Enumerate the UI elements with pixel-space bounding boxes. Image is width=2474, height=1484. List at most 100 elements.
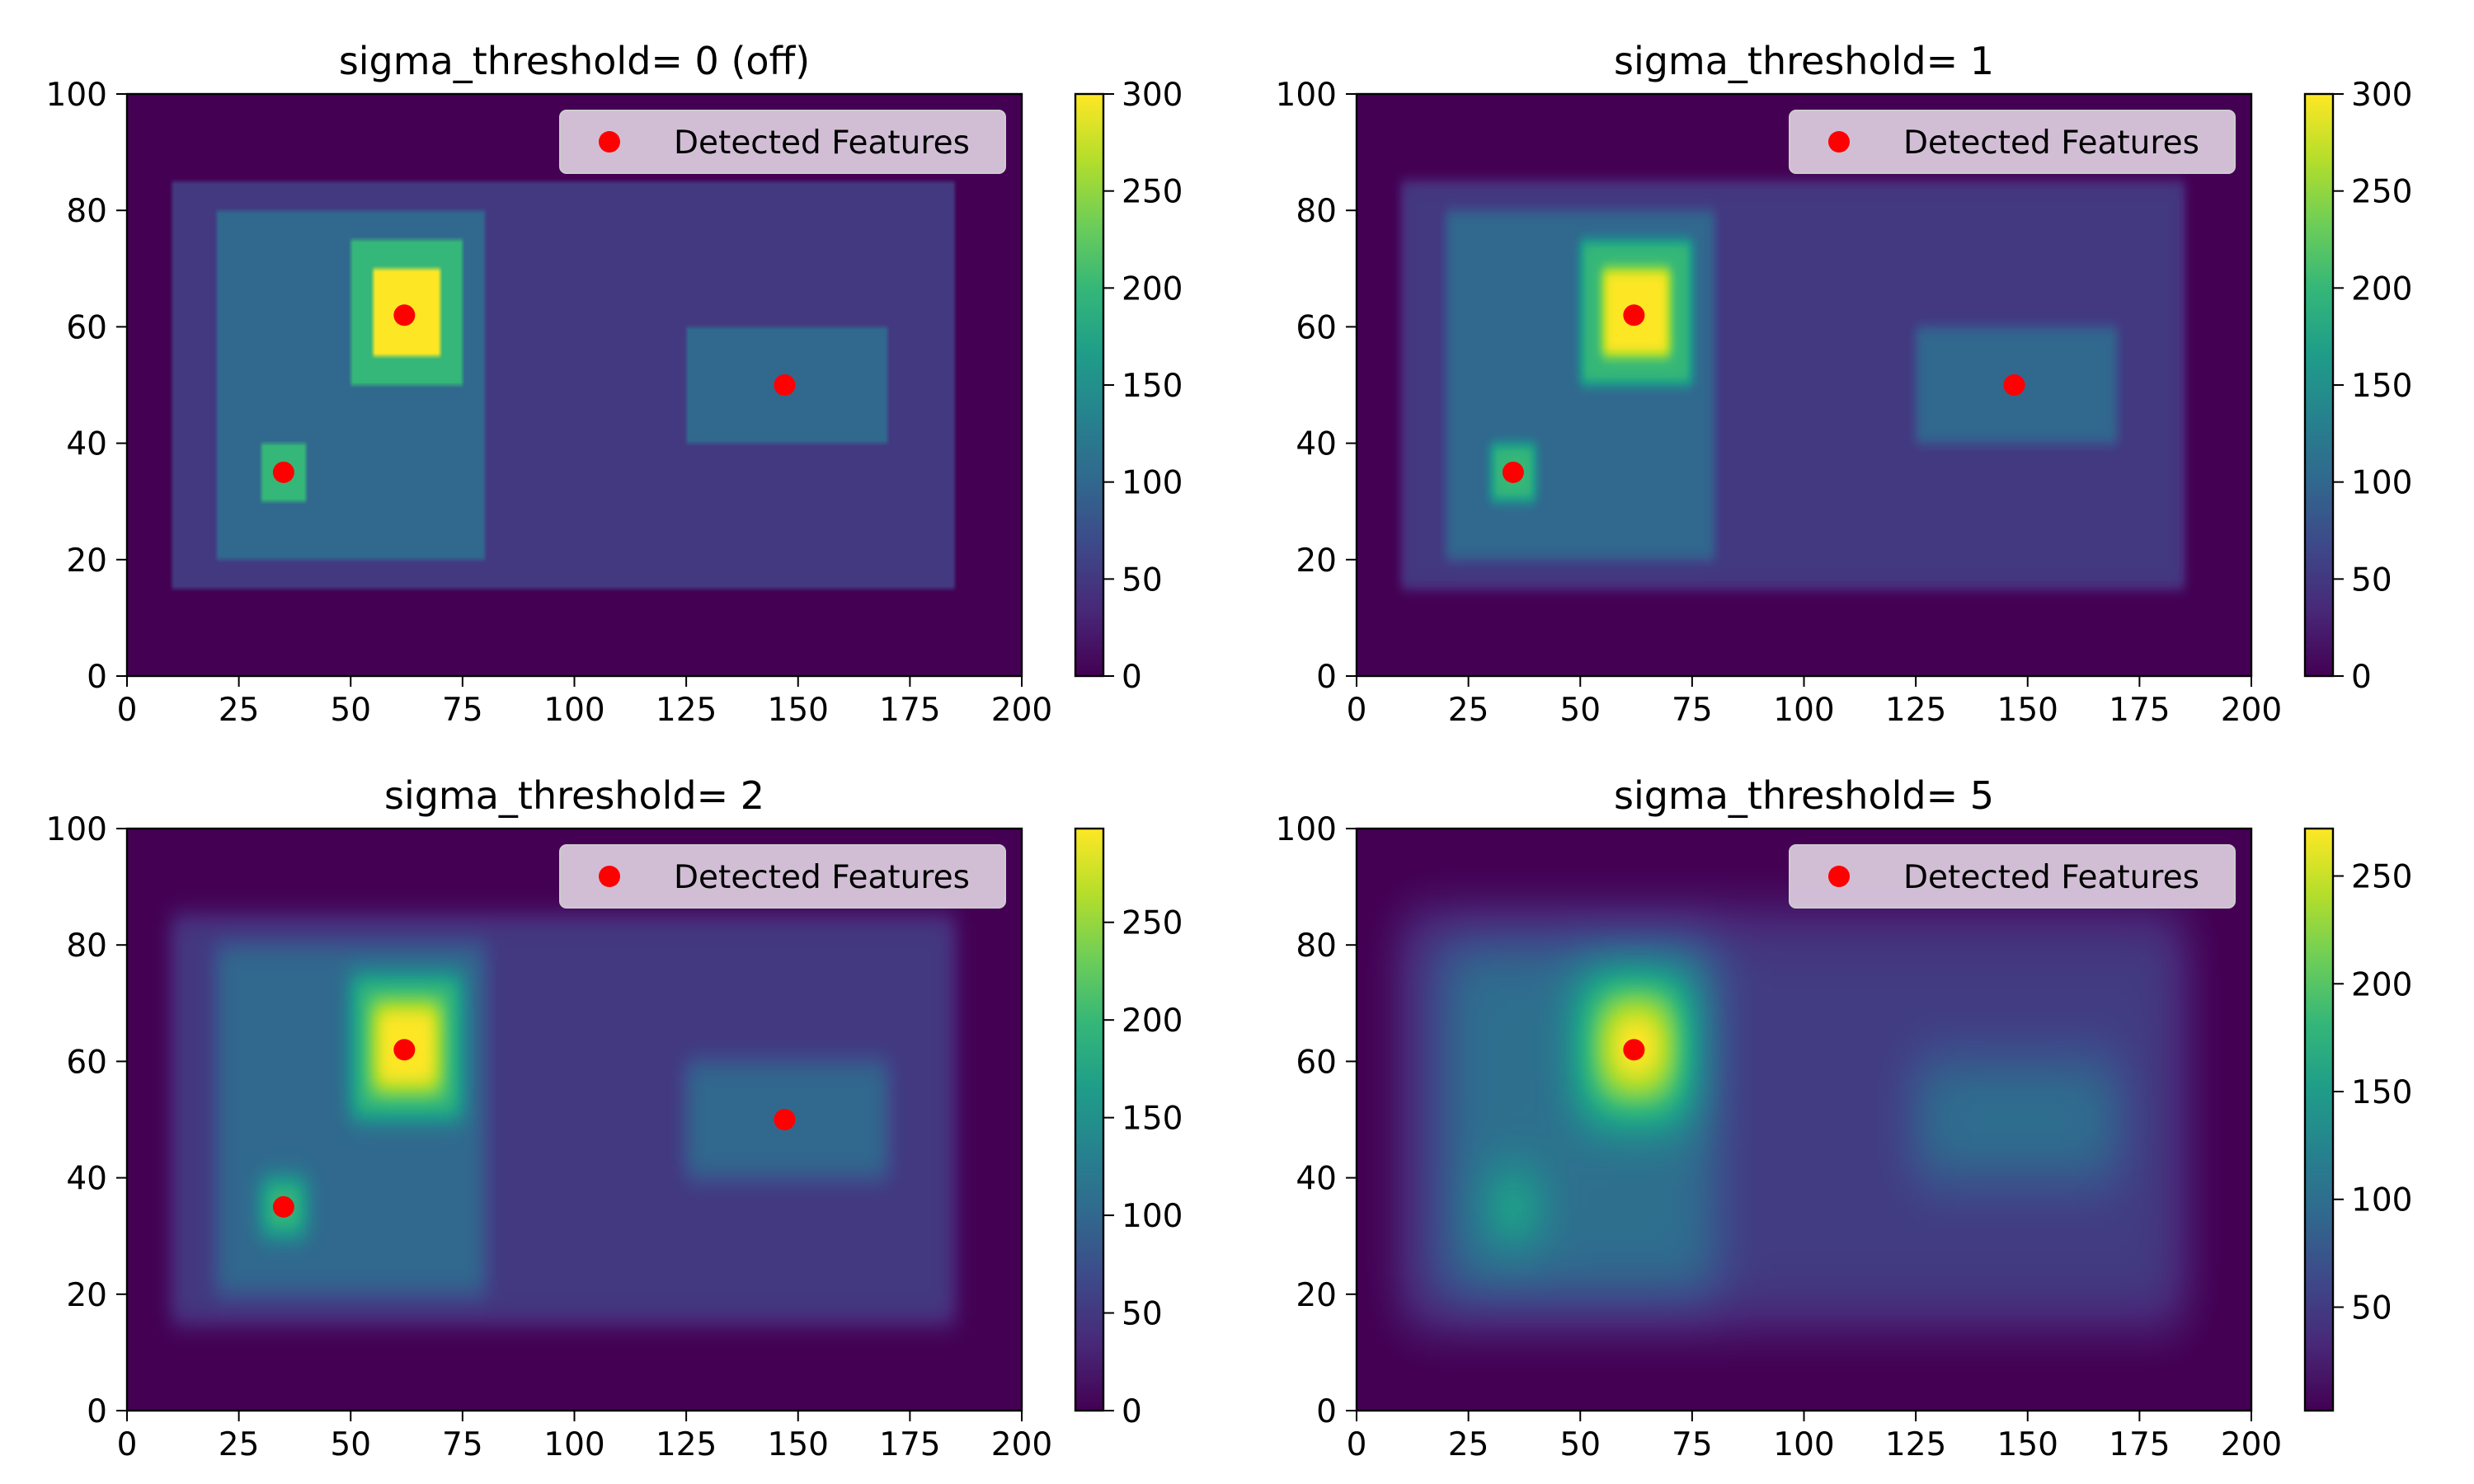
colorbar-tick-label: 300 [1122, 77, 1183, 114]
colorbar: 0 50 100 150 200 250 300 [2303, 77, 2412, 696]
heatmap-panel: sigma_threshold= 50 25 50 75 100 125 150 175 200… [1276, 773, 2413, 1463]
feature-marker [774, 374, 796, 396]
colorbar: 50 100 150 200 250 [2303, 827, 2412, 1412]
legend: Detected Features [559, 844, 1006, 909]
legend-label: Detected Features [674, 124, 970, 162]
colorbar-tick-label: 100 [1122, 1198, 1183, 1235]
colorbar-tick-label: 0 [1122, 1393, 1142, 1430]
x-tick-label: 175 [2109, 1426, 2170, 1463]
x-tick-label: 25 [219, 1426, 260, 1463]
x-tick-label: 175 [879, 1426, 940, 1463]
y-tick-label: 0 [1316, 1393, 1337, 1430]
x-tick-label: 175 [879, 692, 940, 729]
colorbar-tick-label: 200 [1122, 270, 1183, 308]
legend-box [559, 110, 1006, 174]
colorbar-tick-label: 200 [2351, 270, 2412, 308]
feature-marker [272, 1195, 294, 1218]
colorbar-frame [1074, 827, 1105, 1412]
x-tick-label: 50 [330, 1426, 371, 1463]
y-tick-label: 100 [1276, 811, 1337, 848]
x-tick-label: 200 [2221, 692, 2282, 729]
x-tick-label: 125 [1885, 1426, 1946, 1463]
x-tick-label: 25 [1448, 692, 1489, 729]
x-tick-label: 100 [543, 692, 604, 729]
y-tick-label: 20 [1296, 1277, 1337, 1314]
feature-marker [393, 1039, 416, 1061]
y-tick-label: 0 [1316, 659, 1337, 696]
x-tick-label: 75 [1672, 1426, 1713, 1463]
x-tick-label: 75 [1672, 692, 1713, 729]
heatmap-panel: sigma_threshold= 10 25 50 75 100 125 150 175 200… [1276, 39, 2413, 729]
colorbar-tick-label: 150 [1122, 368, 1183, 405]
colorbar-frame [2303, 827, 2335, 1412]
x-tick-label: 75 [442, 692, 483, 729]
x-tick-label: 200 [991, 1426, 1052, 1463]
legend-marker [1828, 131, 1850, 153]
x-tick-label: 125 [656, 1426, 717, 1463]
x-tick-label: 0 [1347, 692, 1367, 729]
feature-marker [272, 461, 294, 483]
legend-label: Detected Features [1903, 859, 2199, 896]
colorbar-tick-label: 150 [2351, 1074, 2412, 1111]
colorbar: 0 50 100 150 200 250 300 [1074, 77, 1183, 696]
heatmap-image [127, 829, 1022, 1411]
legend-box [559, 844, 1006, 909]
x-tick-label: 100 [1773, 1426, 1834, 1463]
colorbar-tick-label: 300 [2351, 77, 2412, 114]
colorbar-tick-label: 50 [2351, 1289, 2392, 1327]
y-tick-label: 60 [1296, 309, 1337, 346]
y-tick-label: 80 [66, 193, 107, 230]
x-tick-label: 100 [1773, 692, 1834, 729]
x-tick-label: 125 [1885, 692, 1946, 729]
colorbar-tick-label: 250 [1122, 905, 1183, 942]
colorbar-tick-label: 150 [2351, 368, 2412, 405]
heatmap-image [1357, 94, 2251, 676]
colorbar-tick-label: 100 [2351, 1182, 2412, 1219]
legend-box [1789, 844, 2236, 909]
colorbar-tick-label: 250 [2351, 174, 2412, 211]
y-tick-label: 60 [1296, 1044, 1337, 1081]
heatmap-panel: sigma_threshold= 20 25 50 75 100 125 150 175 200… [46, 773, 1183, 1463]
x-tick-label: 0 [117, 1426, 138, 1463]
y-tick-label: 60 [66, 309, 107, 346]
x-tick-label: 25 [219, 692, 260, 729]
legend: Detected Features [559, 110, 1006, 174]
colorbar-tick-label: 250 [1122, 174, 1183, 211]
colorbar-gradient [1075, 829, 1103, 1411]
y-tick-label: 0 [87, 1393, 107, 1430]
feature-marker [393, 304, 416, 326]
x-tick-label: 200 [991, 692, 1052, 729]
heatmap-image [127, 94, 1022, 676]
x-tick-label: 75 [442, 1426, 483, 1463]
feature-marker [774, 1109, 796, 1130]
legend: Detected Features [1789, 110, 2236, 174]
x-tick-label: 0 [1347, 1426, 1367, 1463]
x-tick-label: 100 [543, 1426, 604, 1463]
x-tick-label: 50 [1559, 692, 1601, 729]
y-tick-label: 20 [1296, 542, 1337, 580]
x-tick-label: 50 [1559, 1426, 1601, 1463]
y-tick-label: 40 [1296, 426, 1337, 463]
x-tick-label: 150 [768, 692, 829, 729]
y-tick-label: 20 [66, 542, 107, 580]
legend-label: Detected Features [1903, 124, 2199, 162]
colorbar-tick-label: 100 [2351, 465, 2412, 502]
y-tick-label: 80 [1296, 193, 1337, 230]
x-tick-label: 150 [1997, 692, 2058, 729]
legend-label: Detected Features [674, 859, 970, 896]
legend-marker [599, 131, 620, 153]
legend-box [1789, 110, 2236, 174]
colorbar-tick-label: 200 [1122, 1003, 1183, 1040]
heatmap-panel: sigma_threshold= 0 (off) 0 25 50 75 100 125 150… [46, 39, 1183, 729]
x-tick-label: 150 [1997, 1426, 2058, 1463]
heatmap-image [1357, 829, 2251, 1411]
colorbar-tick-label: 0 [2351, 659, 2372, 696]
y-tick-label: 100 [46, 77, 107, 114]
colorbar-tick-label: 100 [1122, 465, 1183, 502]
x-tick-label: 200 [2221, 1426, 2282, 1463]
legend-marker [1828, 866, 1850, 887]
colorbar: 0 50 100 150 200 250 [1074, 827, 1183, 1430]
feature-marker [1623, 304, 1645, 326]
panel-title: sigma_threshold= 1 [1614, 39, 1994, 83]
y-tick-label: 0 [87, 659, 107, 696]
